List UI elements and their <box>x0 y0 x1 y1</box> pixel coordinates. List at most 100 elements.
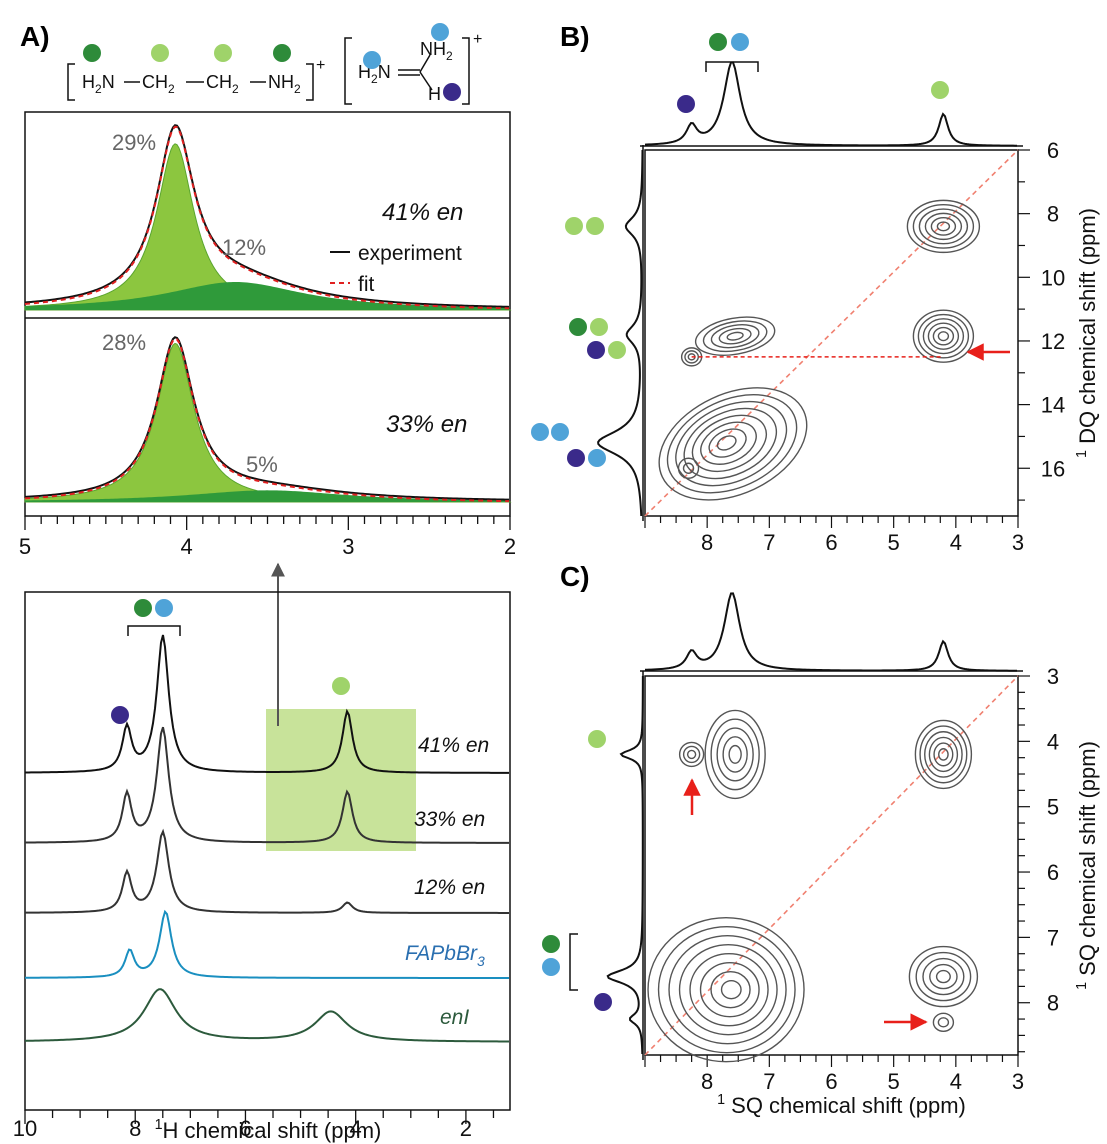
spectrum-label: 41% en <box>382 199 463 226</box>
contour-ring <box>675 400 788 487</box>
percent-annotation: 12% <box>222 235 266 260</box>
svg-text:+: + <box>316 57 325 74</box>
spectrum-label: 12% en <box>414 876 485 899</box>
panel-a-top-x-tick-label: 5 <box>19 534 31 559</box>
contour-ring <box>922 318 965 355</box>
contour-ring <box>718 327 752 345</box>
y-tick-label: 8 <box>1047 202 1059 227</box>
panel-label-b: B) <box>560 21 590 52</box>
spectrum-trace <box>24 988 510 1043</box>
y-axis-label: 1 SQ chemical shift (ppm) <box>1074 741 1100 990</box>
contour-ring <box>716 435 737 451</box>
spectrum-trace <box>24 634 510 774</box>
enc-marker-dot <box>931 81 949 99</box>
panel-b-chart: 8 7 6 5 4 3 6 8 10 12 14 16 1 DQ chemical shift (ppm… <box>531 33 1100 555</box>
contour-ring <box>710 324 760 349</box>
contour-ring <box>691 414 767 473</box>
y-tick-label: 6 <box>1047 860 1059 885</box>
svg-text:H2N: H2N <box>82 72 115 96</box>
fan-marker-dot <box>155 599 173 617</box>
spectrum-label: FAPbBr3 <box>405 942 485 969</box>
fan-marker-dot <box>588 449 606 467</box>
contour-ring <box>682 462 695 474</box>
x-tick-label: 4 <box>950 1069 962 1094</box>
fa-structure: H2N NH2 H + <box>344 23 482 105</box>
contour-ring <box>726 331 744 341</box>
enn-marker-dot <box>134 599 152 617</box>
panel-a-top-x-tick-label: 3 <box>342 534 354 559</box>
panel-a-bottom-x-tick-label: 2 <box>460 1116 472 1141</box>
svg-text:CH2: CH2 <box>206 72 239 96</box>
x-axis-label: 1 SQ chemical shift (ppm) <box>717 1092 966 1118</box>
y-tick-label: 14 <box>1041 393 1065 418</box>
panel-a-bottom-x-axis-label: 1H chemical shift (ppm) <box>155 1117 382 1143</box>
contour-ring <box>932 326 955 346</box>
contour-ring <box>678 943 778 1036</box>
enc-marker-dot <box>586 217 604 235</box>
enn-marker-dot <box>709 33 727 51</box>
x-tick-label: 5 <box>888 1069 900 1094</box>
enc-marker-dot <box>590 318 608 336</box>
enc-marker-dot <box>332 677 350 695</box>
contour-ring <box>930 217 957 236</box>
contour-ring <box>702 320 768 353</box>
percent-annotation: 29% <box>112 130 156 155</box>
y-tick-label: 8 <box>1047 991 1059 1016</box>
svg-text:CH2: CH2 <box>142 72 175 96</box>
panel-label-c: C) <box>560 561 590 592</box>
panel-a-bottom-x-tick-label: 6 <box>239 1116 251 1141</box>
panel-a-bottom-x-tick-label: 4 <box>350 1116 362 1141</box>
fach-marker-dot <box>587 341 605 359</box>
y-tick-label: 5 <box>1047 795 1059 820</box>
x-tick-label: 3 <box>1012 1069 1024 1094</box>
left-projection <box>597 149 644 517</box>
y-tick-label: 16 <box>1041 456 1065 481</box>
x-tick-label: 8 <box>701 530 713 555</box>
spectrum-label: 33% en <box>386 411 467 438</box>
contour-ring <box>699 961 760 1018</box>
x-tick-label: 7 <box>763 530 775 555</box>
contour-ring <box>716 727 754 782</box>
svg-text:NH2: NH2 <box>420 39 453 63</box>
spectrum-label: enI <box>440 1006 469 1029</box>
peak-bracket <box>569 933 578 991</box>
y-tick-label: 3 <box>1047 664 1059 689</box>
contour-ring <box>922 957 965 996</box>
contour-ring <box>919 725 968 784</box>
contour-ring <box>912 309 975 363</box>
contour-ring <box>700 421 757 465</box>
contour-ring <box>682 745 701 764</box>
y-tick-label: 7 <box>1047 925 1059 950</box>
panel-label-a: A) <box>20 21 50 52</box>
contour-ring <box>686 749 697 760</box>
fach-marker-dot <box>594 993 612 1011</box>
contour-ring <box>722 736 748 773</box>
contour-ring <box>657 925 796 1054</box>
svg-text:NH2: NH2 <box>268 72 301 96</box>
percent-annotation: 5% <box>246 452 278 477</box>
contour-ring <box>929 963 958 990</box>
contour-ring <box>933 742 954 767</box>
x-tick-label: 3 <box>1012 530 1024 555</box>
y-tick-label: 6 <box>1047 138 1059 163</box>
panel-a-top-x-tick-label: 4 <box>181 534 193 559</box>
contour-ring <box>668 934 787 1045</box>
fit-trace <box>24 125 510 310</box>
panel-a-bottom-chart: 10 8 6 4 2 1H chemical shift (ppm) 41% en 33% e… <box>13 562 511 1143</box>
fan-marker-dot <box>531 423 549 441</box>
contour-ring <box>647 916 805 1063</box>
contour-ring <box>917 313 970 359</box>
contour-ring <box>720 979 742 1000</box>
x-tick-label: 6 <box>825 1069 837 1094</box>
x-tick-label: 4 <box>950 530 962 555</box>
legend-fit-label: fit <box>358 273 375 296</box>
contour-ring <box>678 741 705 768</box>
fach-marker-dot <box>677 95 695 113</box>
contour-ring <box>928 736 959 773</box>
y-tick-label: 10 <box>1041 265 1065 290</box>
panel-a-bottom-x-tick-label: 10 <box>13 1116 37 1141</box>
panel-a-top-chart: 5 4 3 2 29% 12% 41% en 28% 5% 33% en experiment fit <box>19 111 516 559</box>
experiment-trace <box>24 124 510 308</box>
peak-bracket <box>127 625 181 636</box>
contour-ring <box>906 199 981 254</box>
